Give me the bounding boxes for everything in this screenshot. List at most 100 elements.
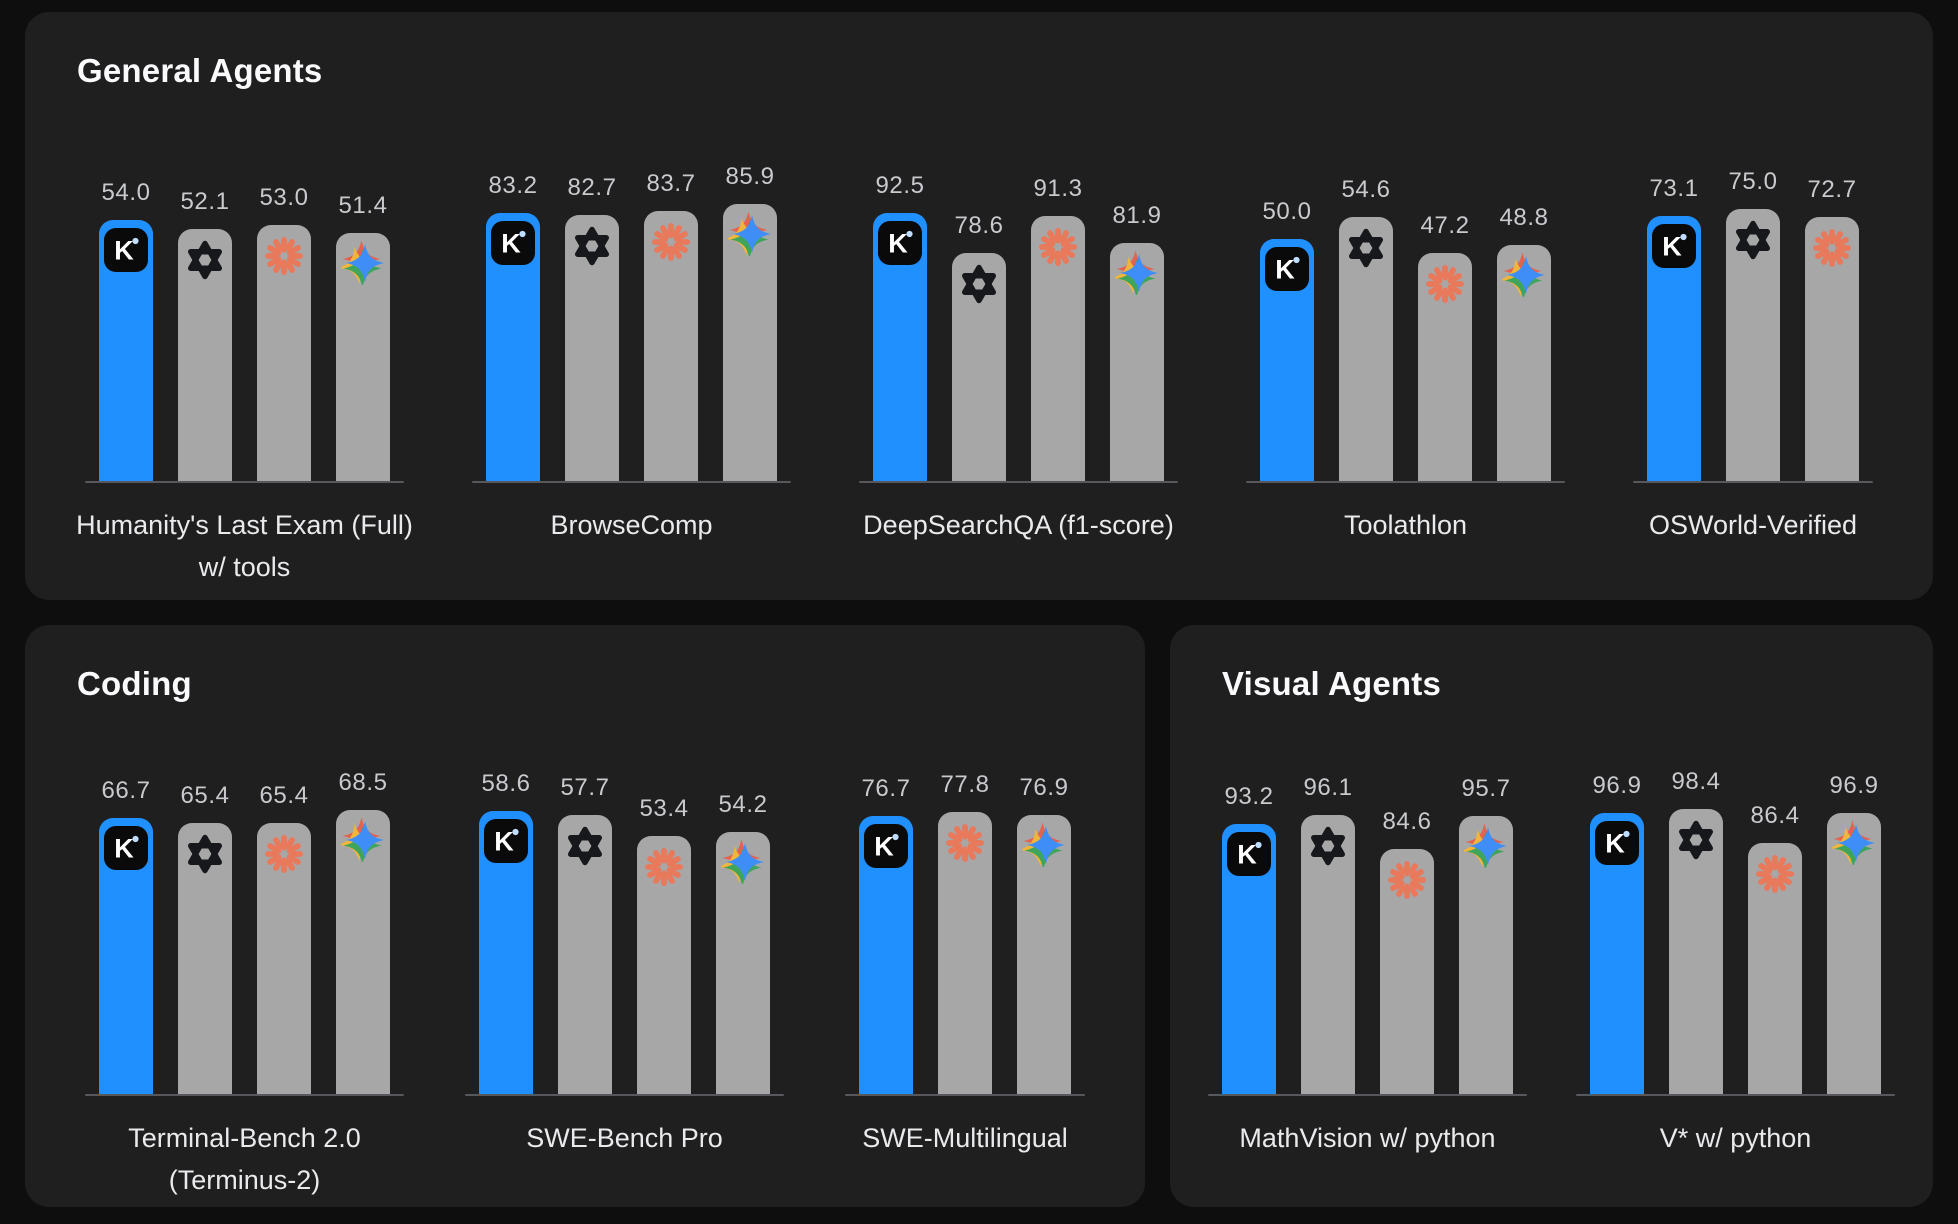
score-bar bbox=[178, 229, 232, 481]
gemini-icon bbox=[338, 240, 385, 288]
openai-icon bbox=[1730, 217, 1776, 263]
score-value: 98.4 bbox=[1671, 768, 1721, 795]
score-value: 92.5 bbox=[875, 172, 925, 199]
axis-baseline bbox=[1576, 1094, 1895, 1096]
benchmark-group: 66.7 K 65.4 65.4 68.5 Terminal-Bench 2.0 (… bbox=[85, 762, 404, 1195]
benchmark-label-line: Terminal-Bench 2.0 bbox=[128, 1123, 361, 1153]
score-value: 54.0 bbox=[101, 179, 151, 206]
axis-baseline bbox=[1246, 481, 1565, 483]
axis-baseline bbox=[1633, 481, 1873, 483]
benchmark-label-line: Humanity's Last Exam (Full) bbox=[76, 510, 413, 540]
chart-coding: 66.7 K 65.4 65.4 68.5 Terminal-Bench 2.0 (… bbox=[85, 762, 1085, 1195]
benchmark-label: SWE-Multilingual bbox=[862, 1118, 1068, 1160]
benchmark-group: 73.1 K 75.0 72.7 OSWorld-Verified bbox=[1633, 149, 1873, 540]
svg-text:K: K bbox=[888, 229, 908, 259]
score-value: 93.2 bbox=[1224, 783, 1274, 810]
score-value: 82.7 bbox=[567, 174, 617, 201]
score-value: 48.8 bbox=[1499, 204, 1549, 231]
score-bar-kimi: K bbox=[859, 816, 913, 1094]
bar-unit: 98.4 bbox=[1669, 768, 1723, 1094]
score-value: 54.2 bbox=[718, 791, 768, 818]
anthropic-icon bbox=[1422, 261, 1468, 307]
bar-unit: 82.7 bbox=[565, 174, 619, 481]
bar-unit: 77.8 bbox=[938, 771, 992, 1094]
score-value: 85.9 bbox=[725, 163, 775, 190]
kimi-k-icon: K bbox=[104, 228, 148, 272]
panel-title-coding: Coding bbox=[77, 665, 192, 702]
score-bar bbox=[178, 823, 232, 1094]
bars-row: 73.1 K 75.0 72.7 bbox=[1647, 149, 1859, 481]
score-value: 81.9 bbox=[1112, 202, 1162, 229]
score-value: 58.6 bbox=[481, 770, 531, 797]
bar-unit: 95.7 bbox=[1459, 775, 1513, 1094]
anthropic-icon bbox=[641, 844, 687, 890]
score-value: 91.3 bbox=[1033, 175, 1083, 202]
svg-text:K: K bbox=[494, 827, 514, 857]
benchmark-group: 83.2 K 82.7 83.7 85.9 BrowseComp bbox=[472, 149, 791, 540]
score-bar bbox=[644, 211, 698, 481]
anthropic-icon bbox=[261, 233, 307, 279]
score-value: 68.5 bbox=[338, 769, 388, 796]
score-bar-kimi: K bbox=[1222, 824, 1276, 1094]
bar-unit: 96.1 bbox=[1301, 774, 1355, 1094]
score-bar bbox=[1017, 815, 1071, 1094]
bar-unit: 53.0 bbox=[257, 184, 311, 481]
bar-unit: 53.4 bbox=[637, 795, 691, 1094]
bar-unit: 66.7 K bbox=[99, 777, 153, 1094]
benchmark-label-line: BrowseComp bbox=[550, 510, 713, 540]
score-value: 54.6 bbox=[1341, 176, 1391, 203]
benchmark-group: 54.0 K 52.1 53.0 51.4 Humanity's Last Exa… bbox=[76, 149, 413, 582]
gemini-icon bbox=[1461, 823, 1508, 871]
score-bar bbox=[1459, 816, 1513, 1094]
gemini-icon bbox=[338, 817, 385, 865]
score-bar-kimi: K bbox=[99, 818, 153, 1094]
benchmark-label: MathVision w/ python bbox=[1239, 1118, 1495, 1160]
kimi-k-icon: K bbox=[1595, 821, 1639, 865]
panel-general-agents: General Agents 54.0 K 52.1 53.0 51.4 Huma… bbox=[25, 12, 1933, 600]
score-bar bbox=[637, 836, 691, 1094]
score-value: 96.9 bbox=[1592, 772, 1642, 799]
benchmark-label-line: SWE-Bench Pro bbox=[526, 1123, 723, 1153]
benchmark-label: BrowseComp bbox=[550, 505, 712, 547]
score-value: 77.8 bbox=[940, 771, 990, 798]
score-value: 95.7 bbox=[1461, 775, 1511, 802]
bars-row: 96.9 K 98.4 86.4 96.9 bbox=[1590, 762, 1881, 1094]
benchmark-label: DeepSearchQA (f1-score) bbox=[863, 505, 1174, 547]
anthropic-icon bbox=[942, 820, 988, 866]
score-bar-kimi: K bbox=[1647, 216, 1701, 481]
bar-unit: 50.0 K bbox=[1260, 198, 1314, 481]
score-value: 65.4 bbox=[180, 782, 230, 809]
anthropic-icon bbox=[1809, 225, 1855, 271]
score-value: 75.0 bbox=[1728, 168, 1778, 195]
score-bar-kimi: K bbox=[486, 213, 540, 481]
bars-row: 93.2 K 96.1 84.6 95.7 bbox=[1222, 762, 1513, 1094]
bar-unit: 92.5 K bbox=[873, 172, 927, 481]
score-bar bbox=[723, 204, 777, 481]
axis-baseline bbox=[85, 481, 404, 483]
svg-text:K: K bbox=[874, 832, 894, 862]
benchmark-label-line: SWE-Multilingual bbox=[862, 1123, 1068, 1153]
openai-icon bbox=[1305, 823, 1351, 869]
panel-visual-agents: Visual Agents 93.2 K 96.1 84.6 95.7 MathV… bbox=[1170, 625, 1933, 1207]
openai-icon bbox=[956, 261, 1002, 307]
kimi-k-icon: K bbox=[1227, 832, 1271, 876]
bar-unit: 68.5 bbox=[336, 769, 390, 1094]
bar-unit: 91.3 bbox=[1031, 175, 1085, 481]
score-value: 53.4 bbox=[639, 795, 689, 822]
benchmark-group: 76.7 K 77.8 76.9 SWE-Multilingual bbox=[845, 762, 1085, 1153]
score-value: 51.4 bbox=[338, 192, 388, 219]
score-value: 83.2 bbox=[488, 172, 538, 199]
score-bar bbox=[1497, 245, 1551, 481]
bar-unit: 81.9 bbox=[1110, 202, 1164, 481]
score-value: 73.1 bbox=[1649, 175, 1699, 202]
bar-unit: 54.2 bbox=[716, 791, 770, 1094]
score-value: 86.4 bbox=[1750, 802, 1800, 829]
panel-title-general-agents: General Agents bbox=[77, 52, 323, 89]
score-value: 83.7 bbox=[646, 170, 696, 197]
kimi-k-icon: K bbox=[491, 221, 535, 265]
axis-baseline bbox=[845, 1094, 1085, 1096]
score-bar-kimi: K bbox=[1590, 813, 1644, 1094]
bar-unit: 72.7 bbox=[1805, 176, 1859, 481]
bar-unit: 84.6 bbox=[1380, 808, 1434, 1094]
gemini-icon bbox=[1829, 820, 1876, 868]
